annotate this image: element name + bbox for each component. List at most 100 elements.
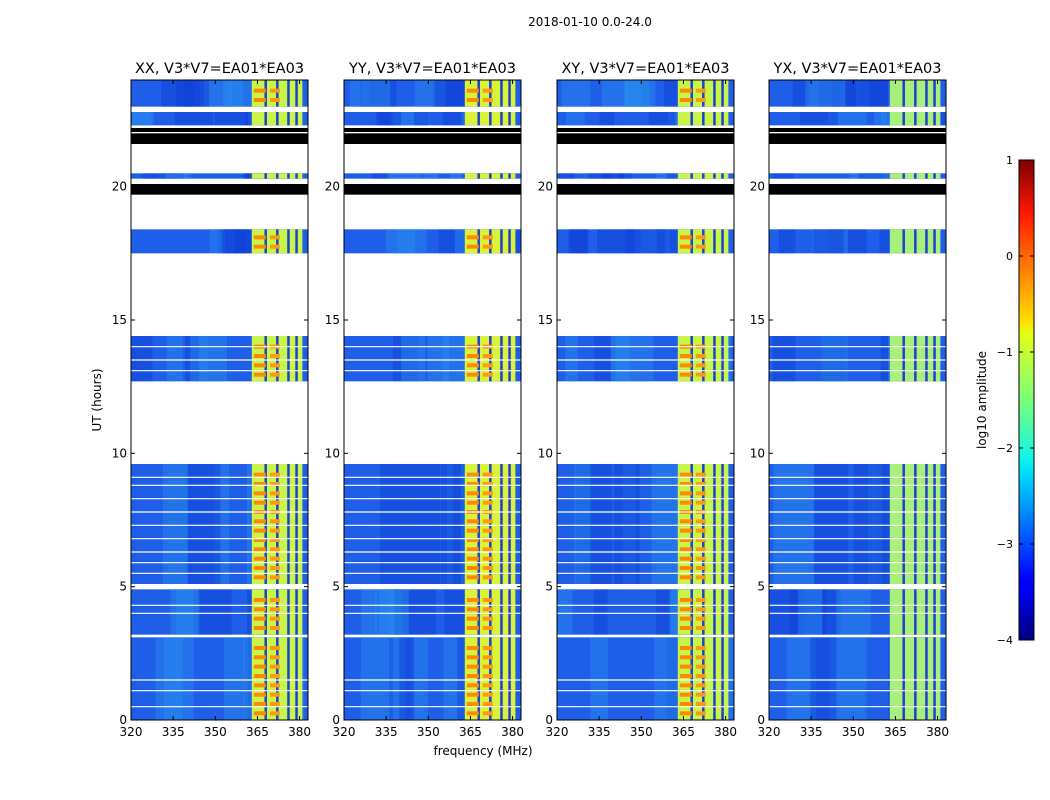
flagged-block [131, 184, 308, 195]
rfi-hotspot [482, 664, 493, 669]
noise-streak [778, 229, 796, 254]
y-tick-label: 15 [538, 313, 553, 327]
rfi-hotspot [695, 482, 706, 486]
noise-streak [812, 229, 849, 254]
rfi-hotspot [695, 575, 706, 580]
noise-streak [818, 80, 858, 107]
panel-4: YX, V3*V7=EA01*EA03 320 335 350 365 380 0 5 10 15… [750, 61, 949, 739]
rfi-hotspot [695, 491, 706, 496]
colorbar-tick-label: −3 [997, 538, 1013, 551]
rfi-hotspot [679, 655, 692, 660]
rfi-hotspot [695, 88, 706, 93]
x-tick-label: 335 [162, 725, 185, 739]
rfi-hotspot [695, 616, 706, 621]
rfi-channel-gap [690, 464, 693, 584]
rfi-hotspot [466, 98, 479, 102]
x-tick-label: 365 [884, 725, 907, 739]
rfi-hotspot [482, 646, 493, 650]
rfi-hotspot [466, 664, 479, 669]
rfi-hotspot [695, 98, 706, 102]
noise-streak [423, 173, 438, 179]
rfi-hotspot [466, 646, 479, 650]
rfi-channel-gap [914, 336, 917, 382]
x-tick-label: 350 [417, 725, 440, 739]
rfi-hotspot [269, 472, 280, 477]
rfi-channel-gap [287, 229, 290, 254]
noise-streak [414, 80, 446, 107]
rfi-hotspot [482, 683, 493, 688]
noise-streak [573, 464, 591, 584]
rfi-hotspot [253, 538, 266, 542]
colorbar-label: log10 amplitude [975, 351, 989, 449]
rfi-hotspot [695, 711, 706, 716]
rfi-hotspot [466, 528, 479, 533]
rfi-channel-gap [690, 173, 693, 179]
rfi-channel-gap [933, 80, 936, 107]
rfi-hotspot [253, 528, 266, 533]
flagged-block [344, 184, 521, 195]
rfi-hotspot [482, 482, 493, 486]
rfi-channel-gap [702, 464, 705, 584]
noise-streak [590, 637, 609, 720]
rfi-hotspot [269, 598, 280, 602]
x-tick-label: 350 [630, 725, 653, 739]
noise-streak [392, 637, 406, 720]
rfi-hotspot [482, 528, 493, 533]
rfi-channel-gap [508, 112, 511, 126]
rfi-hotspot [482, 98, 493, 102]
rfi-hotspot [269, 235, 280, 240]
rfi-hotspot [269, 655, 280, 660]
rfi-channel-gap [295, 637, 298, 720]
noise-streak [385, 229, 427, 254]
rfi-channel-gap [721, 229, 724, 254]
rfi-channel-gap [276, 637, 279, 720]
rfi-channel-gap [489, 112, 492, 126]
rfi-hotspot [695, 692, 706, 697]
rfi-channel-gap [925, 229, 928, 254]
noise-streak [570, 229, 588, 254]
rfi-channel-gap [690, 112, 693, 126]
rfi-channel-gap [295, 336, 298, 382]
rfi-hotspot [482, 354, 493, 358]
noise-streak [601, 173, 625, 179]
noise-streak [379, 589, 409, 635]
x-tick-label: 380 [501, 725, 524, 739]
noise-streak [360, 80, 397, 107]
rfi-channel-gap [721, 112, 724, 126]
y-tick-label: 15 [750, 313, 765, 327]
rfi-hotspot [269, 692, 280, 697]
noise-streak [640, 229, 670, 254]
panels-group: XX, V3*V7=EA01*EA03 320 335 350 365 380 0 5 10 15… [112, 61, 949, 739]
data-block [344, 173, 521, 179]
panel-3: XY, V3*V7=EA01*EA03 320 335 350 365 380 0 5 10 15… [538, 61, 737, 739]
rfi-channel-gap [264, 336, 267, 382]
rfi-channel-gap [295, 464, 298, 584]
rfi-hotspot [269, 547, 280, 552]
noise-streak [666, 173, 680, 179]
rfi-hotspot [695, 235, 706, 240]
rfi-channel-gap [902, 173, 905, 179]
rfi-channel-gap [721, 173, 724, 179]
rfi-hotspot [482, 616, 493, 621]
rfi-channel-gap [295, 589, 298, 635]
rfi-hotspot [679, 528, 692, 533]
rfi-hotspot [253, 655, 266, 660]
rfi-channel-gap [690, 336, 693, 382]
rfi-hotspot [482, 655, 493, 660]
panel-1: XX, V3*V7=EA01*EA03 320 335 350 365 380 0 5 10 15… [112, 61, 311, 739]
y-tick-label: 10 [112, 446, 127, 460]
rfi-hotspot [679, 616, 692, 621]
rfi-channel-gap [287, 173, 290, 179]
colorbar-tick-label: −2 [997, 442, 1013, 455]
y-tick-label: 20 [750, 180, 765, 194]
rfi-hotspot [269, 88, 280, 93]
rfi-channel-gap [925, 589, 928, 635]
noise-streak [565, 112, 585, 126]
rfi-hotspot [482, 674, 493, 678]
noise-streak [772, 173, 795, 179]
noise-streak [143, 173, 184, 179]
rfi-channel-gap [477, 336, 480, 382]
plot-frame [130, 79, 309, 721]
noise-streak [655, 173, 693, 179]
